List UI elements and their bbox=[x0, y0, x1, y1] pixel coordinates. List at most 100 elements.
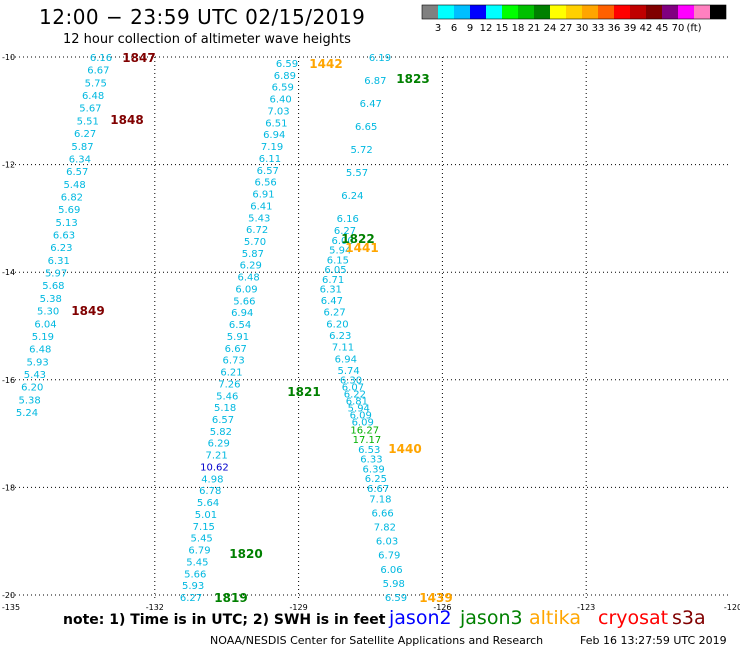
wave-height-value: 6.19 bbox=[369, 53, 391, 64]
wave-height-value: 6.11 bbox=[259, 154, 281, 165]
wave-height-value: 6.05 bbox=[324, 265, 346, 276]
legend-swatch bbox=[534, 5, 550, 19]
legend-swatch bbox=[518, 5, 534, 19]
wave-height-value: 5.69 bbox=[58, 205, 80, 216]
wave-height-value: 5.72 bbox=[350, 145, 372, 156]
legend-tick-label: 39 bbox=[624, 23, 637, 34]
legend-tick-label: 12 bbox=[480, 23, 493, 34]
wave-height-value: 5.64 bbox=[197, 498, 219, 509]
wave-height-value: 6.21 bbox=[220, 368, 242, 379]
wave-height-value: 7.18 bbox=[369, 494, 391, 505]
wave-height-value: 5.19 bbox=[32, 332, 54, 343]
wave-height-value: 6.65 bbox=[355, 122, 377, 133]
page-title: 12:00 − 23:59 UTC 02/15/2019 bbox=[39, 5, 366, 29]
legend-tick-label: 33 bbox=[592, 23, 605, 34]
wave-height-value: 6.03 bbox=[376, 537, 398, 548]
wave-height-value: 6.53 bbox=[358, 445, 380, 456]
wave-height-value: 5.57 bbox=[346, 168, 368, 179]
satellite-jason2: jason2 bbox=[389, 607, 452, 629]
wave-height-value: 5.87 bbox=[242, 249, 264, 260]
wave-height-value: 6.87 bbox=[364, 76, 386, 87]
wave-height-value: 6.67 bbox=[225, 344, 247, 355]
wave-height-value: 5.93 bbox=[26, 357, 48, 368]
legend-swatch bbox=[550, 5, 566, 19]
wave-height-value: 5.45 bbox=[191, 534, 213, 545]
wave-height-value: 4.98 bbox=[201, 474, 223, 485]
wave-height-value: 7.19 bbox=[261, 142, 283, 153]
longitude-tick-label: -126 bbox=[433, 603, 451, 612]
legend-tick-label: 45 bbox=[656, 23, 669, 34]
legend-tick-label: 3 bbox=[435, 23, 441, 34]
wave-height-value: 6.25 bbox=[365, 474, 387, 485]
wave-height-value: 7.03 bbox=[267, 106, 289, 117]
pass-time-label: 1822 bbox=[341, 232, 374, 246]
wave-height-value: 6.20 bbox=[21, 383, 43, 394]
wave-height-value: 6.73 bbox=[223, 356, 245, 367]
wave-height-value: 6.27 bbox=[334, 226, 356, 237]
wave-height-value: 6.34 bbox=[69, 154, 91, 165]
pass-time-label: 1442 bbox=[309, 57, 342, 71]
wave-height-value: 6.57 bbox=[66, 167, 88, 178]
wave-height-value: 6.29 bbox=[208, 439, 230, 450]
wave-height-value: 6.94 bbox=[335, 354, 357, 365]
latitude-tick-label: -18 bbox=[2, 483, 15, 492]
wave-height-value: 6.59 bbox=[385, 593, 407, 604]
legend-swatch bbox=[502, 5, 518, 19]
wave-height-value: 6.27 bbox=[74, 129, 96, 140]
legend-swatch bbox=[646, 5, 662, 19]
wave-height-value: 5.51 bbox=[77, 116, 99, 127]
latitude-tick-label: -20 bbox=[2, 591, 15, 600]
wave-height-value: 6.48 bbox=[82, 91, 104, 102]
wave-height-value: 6.51 bbox=[265, 118, 287, 129]
legend-swatch bbox=[438, 5, 454, 19]
legend-swatch bbox=[614, 5, 630, 19]
legend-swatch bbox=[678, 5, 694, 19]
legend-tick-label: 9 bbox=[467, 23, 473, 34]
wave-height-value: 5.18 bbox=[214, 403, 236, 414]
wave-height-value: 6.94 bbox=[263, 130, 285, 141]
page-subtitle: 12 hour collection of altimeter wave hei… bbox=[63, 32, 351, 47]
wave-height-value: 5.46 bbox=[216, 391, 238, 402]
satellite-jason3: jason3 bbox=[460, 607, 523, 629]
satellite-altika: altika bbox=[529, 607, 581, 629]
legend-tick-label: 18 bbox=[512, 23, 525, 34]
wave-height-value: 6.39 bbox=[363, 464, 385, 475]
wave-height-value: 6.47 bbox=[360, 99, 382, 110]
legend-swatch bbox=[630, 5, 646, 19]
wave-height-value: 6.30 bbox=[340, 375, 362, 386]
wave-height-value: 6.67 bbox=[367, 484, 389, 495]
longitude-tick-label: -120 bbox=[724, 603, 740, 612]
wave-height-value: 6.07 bbox=[342, 382, 364, 393]
wave-height-value: 5.87 bbox=[71, 142, 93, 153]
wave-height-value: 6.31 bbox=[48, 256, 70, 267]
wave-height-value: 6.91 bbox=[252, 190, 274, 201]
wave-height-value: 6.09 bbox=[235, 284, 257, 295]
wave-height-value: 17.17 bbox=[353, 435, 382, 446]
wave-height-value: 5.82 bbox=[210, 427, 232, 438]
wave-height-value: 5.91 bbox=[227, 332, 249, 343]
wave-height-value: 7.26 bbox=[218, 379, 240, 390]
wave-height-value: 5.66 bbox=[184, 569, 206, 580]
legend-tick-label: 21 bbox=[528, 23, 541, 34]
wave-height-value: 6.20 bbox=[326, 319, 348, 330]
wave-height-value: 6.89 bbox=[274, 71, 296, 82]
wave-height-value: 6.16 bbox=[337, 214, 359, 225]
legend-tick-label: 36 bbox=[608, 23, 621, 34]
wave-height-value: 6.31 bbox=[320, 285, 342, 296]
wave-height-value: 6.56 bbox=[255, 178, 277, 189]
longitude-tick-label: -132 bbox=[146, 603, 164, 612]
pass-time-label: 1823 bbox=[396, 72, 429, 86]
units-note: note: 1) Time is in UTC; 2) SWH is in fe… bbox=[63, 612, 386, 628]
wave-height-value: 5.13 bbox=[56, 218, 78, 229]
longitude-tick-label: -123 bbox=[577, 603, 595, 612]
wave-height-value: 6.24 bbox=[341, 191, 363, 202]
wave-height-value: 5.66 bbox=[233, 296, 255, 307]
wave-height-value: 6.09 bbox=[352, 417, 374, 428]
legend-swatch bbox=[662, 5, 678, 19]
wave-height-value: 6.47 bbox=[321, 296, 343, 307]
generated-timestamp: Feb 16 13:27:59 UTC 2019 bbox=[580, 634, 727, 647]
wave-height-value: 5.38 bbox=[19, 395, 41, 406]
wave-height-value: 7.82 bbox=[374, 523, 396, 534]
pass-time-label: 1441 bbox=[345, 241, 378, 255]
